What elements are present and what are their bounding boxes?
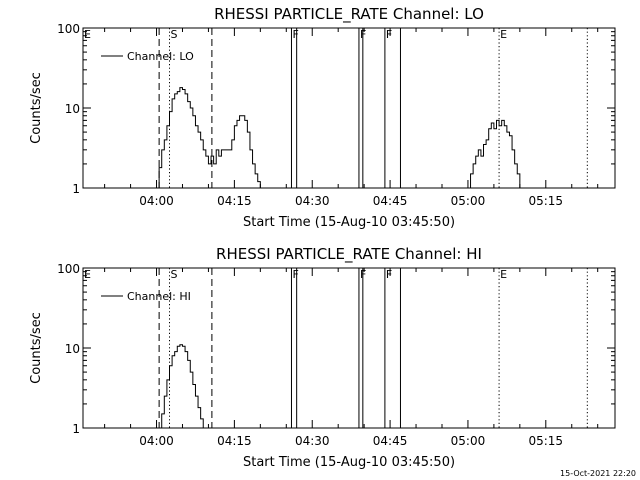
- chart1-series-line-2: [467, 119, 521, 189]
- chart1-y-tick-label: 10: [65, 102, 80, 116]
- chart1-event-marker-S: S: [171, 28, 178, 41]
- chart2-x-tick-label: 05:15: [528, 434, 563, 448]
- chart1-x-tick-label: 04:00: [139, 194, 174, 208]
- chart1-y-tick-label: 100: [57, 22, 80, 36]
- chart2-y-tick-label: 100: [57, 262, 80, 276]
- chart2-series-line-1: [159, 344, 204, 429]
- chart2-event-marker-F: F: [292, 268, 298, 281]
- chart1-y-axis-label: Counts/sec: [29, 72, 44, 144]
- footer-timestamp: 15-Oct-2021 22:20: [560, 469, 636, 478]
- chart2-x-tick-label: 04:00: [139, 434, 174, 448]
- chart1-x-tick-label: 04:30: [295, 194, 330, 208]
- chart1-y-tick-label: 1: [72, 182, 80, 196]
- chart2-y-tick-label: 1: [72, 422, 80, 436]
- chart2-event-marker-F: F: [360, 268, 366, 281]
- chart2-x-tick-label: 04:45: [373, 434, 408, 448]
- chart1-x-tick-label: 05:15: [528, 194, 563, 208]
- chart2-legend-label: Channel: HI: [127, 290, 191, 303]
- chart1-x-tick-label: 04:45: [373, 194, 408, 208]
- chart1-event-marker-F: F: [292, 28, 298, 41]
- chart1-legend-label: Channel: LO: [127, 50, 194, 63]
- chart1-event-marker-E: E: [500, 28, 507, 41]
- chart2-event-marker-E: E: [84, 268, 91, 281]
- chart1-event-marker-F: F: [360, 28, 366, 41]
- chart1-x-tick-label: 04:15: [217, 194, 252, 208]
- chart2-event-marker-E: E: [500, 268, 507, 281]
- chart1-title: RHESSI PARTICLE_RATE Channel: LO: [214, 5, 484, 24]
- chart1-event-marker-E: E: [84, 28, 91, 41]
- chart1-x-tick-label: 05:00: [451, 194, 486, 208]
- chart2-event-marker-S: S: [171, 268, 178, 281]
- chart1-x-axis-label: Start Time (15-Aug-10 03:45:50): [243, 215, 455, 230]
- chart2-event-marker-F: F: [386, 268, 392, 281]
- chart1-series-line-1: [156, 87, 261, 189]
- chart2-title: RHESSI PARTICLE_RATE Channel: HI: [216, 245, 482, 264]
- chart2-x-axis-label: Start Time (15-Aug-10 03:45:50): [243, 455, 455, 470]
- chart1-event-marker-F: F: [386, 28, 392, 41]
- chart2-x-tick-label: 04:30: [295, 434, 330, 448]
- chart2-y-tick-label: 10: [65, 342, 80, 356]
- chart2-x-tick-label: 05:00: [451, 434, 486, 448]
- chart2-x-tick-label: 04:15: [217, 434, 252, 448]
- chart2-y-axis-label: Counts/sec: [29, 312, 44, 384]
